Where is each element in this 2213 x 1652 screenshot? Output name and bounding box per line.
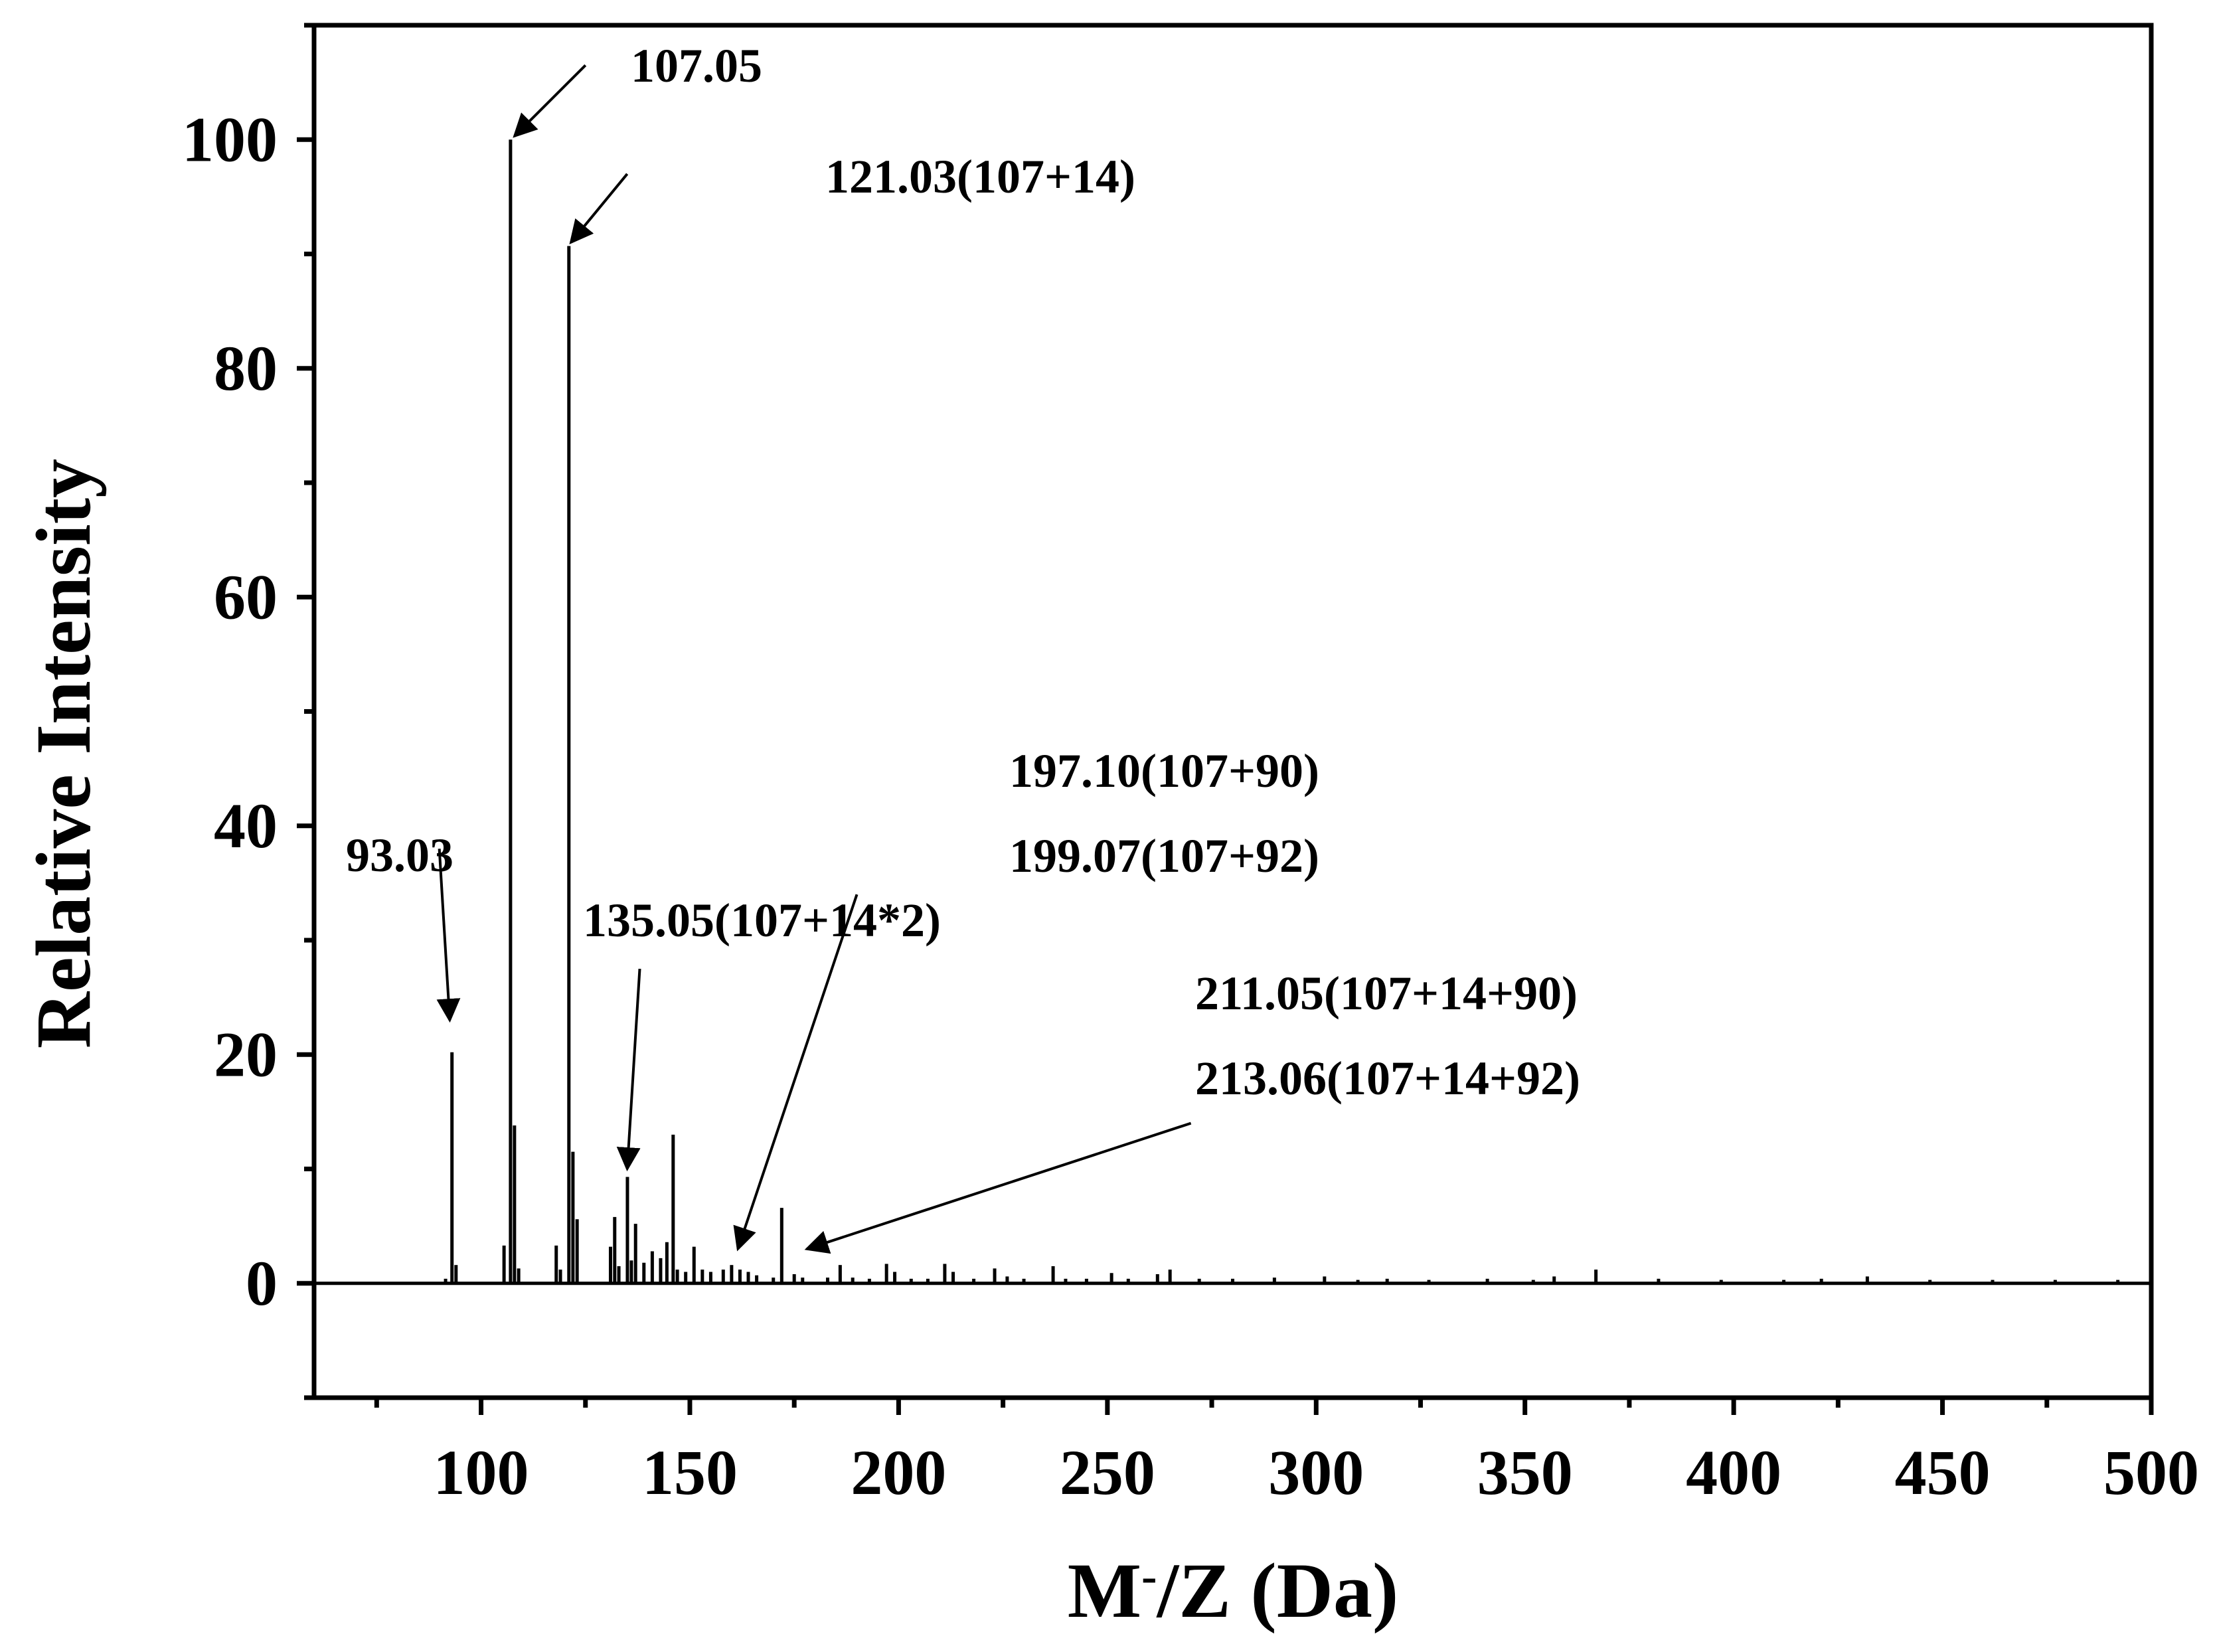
x-axis-title-rest: /Z (Da) bbox=[1155, 1547, 1398, 1634]
peak-annotation-label: 107.05 bbox=[631, 39, 762, 92]
peak-annotation-arrow bbox=[513, 64, 587, 138]
plot-frame bbox=[311, 23, 2154, 1400]
x-tick-label: 300 bbox=[1268, 1437, 1364, 1508]
y-tick-label: 100 bbox=[182, 104, 278, 175]
peak-annotation-label: 135.05(107+14*2) bbox=[583, 894, 941, 947]
x-tick-label: 250 bbox=[1060, 1437, 1155, 1508]
x-tick-label: 450 bbox=[1895, 1437, 1991, 1508]
peak-annotation-label: 211.05(107+14+90) bbox=[1195, 967, 1578, 1020]
peak-annotation-label: 121.03(107+14) bbox=[825, 150, 1135, 203]
peak-annotation-label: 199.07(107+92) bbox=[1009, 829, 1319, 882]
x-tick-label: 500 bbox=[2103, 1437, 2199, 1508]
peak-annotation-label: 213.06(107+14+92) bbox=[1195, 1052, 1580, 1105]
peak-annotation-label: 197.10(107+90) bbox=[1009, 744, 1319, 797]
peak-annotation-arrow bbox=[569, 173, 629, 245]
x-axis-title-m: M bbox=[1068, 1547, 1141, 1634]
peak-annotation-arrow bbox=[436, 849, 461, 1023]
y-tick-label: 60 bbox=[214, 561, 278, 632]
y-tick-label: 40 bbox=[214, 790, 278, 861]
annotations-layer: 93.03 107.05 121.03(107+14) 135.05(107+14*2… bbox=[346, 39, 1580, 1254]
x-tick-label: 200 bbox=[851, 1437, 946, 1508]
peak-annotation-label: 93.03 bbox=[346, 829, 453, 882]
x-tick-label: 150 bbox=[642, 1437, 738, 1508]
x-axis-title: M-/Z (Da) bbox=[1068, 1547, 1398, 1634]
y-tick-label: 0 bbox=[246, 1248, 278, 1319]
x-tick-label: 350 bbox=[1477, 1437, 1573, 1508]
peaks-layer bbox=[444, 139, 2120, 1283]
peak-annotation-arrow bbox=[804, 1121, 1192, 1254]
y-axis-title: Relative Intensity bbox=[20, 459, 107, 1048]
x-axis-title-sup: - bbox=[1141, 1551, 1157, 1602]
y-tick-label: 80 bbox=[214, 333, 278, 404]
peak-annotation-arrow bbox=[616, 968, 641, 1172]
ticks-layer: 100 150 200 250 300 350 400 450 500 0 20 40 60 80 100 bbox=[182, 23, 2199, 1508]
x-tick-label: 400 bbox=[1686, 1437, 1781, 1508]
x-tick-label: 100 bbox=[434, 1437, 529, 1508]
peak-annotation-arrow bbox=[733, 894, 859, 1252]
y-tick-label: 20 bbox=[214, 1019, 278, 1090]
